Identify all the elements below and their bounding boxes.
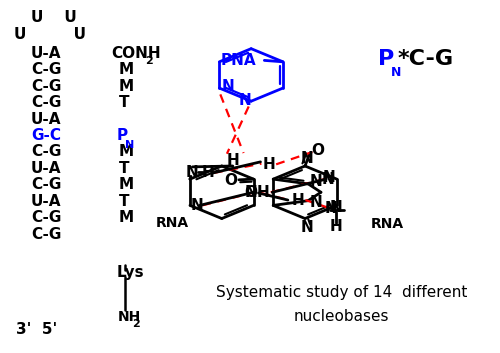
Text: Systematic study of 14  different: Systematic study of 14 different <box>216 285 468 300</box>
Text: CONH: CONH <box>112 46 161 61</box>
Text: T: T <box>119 95 130 110</box>
Text: U-A: U-A <box>31 46 62 61</box>
Text: U-A: U-A <box>31 112 62 127</box>
Text: RNA: RNA <box>156 216 189 230</box>
Text: N: N <box>244 185 258 200</box>
Text: C-G: C-G <box>31 144 61 160</box>
Text: N: N <box>322 170 336 185</box>
Text: U    U: U U <box>31 10 76 25</box>
Text: 3'  5': 3' 5' <box>16 322 58 337</box>
Text: PNA: PNA <box>220 53 256 67</box>
Text: C-G: C-G <box>31 210 61 225</box>
Text: O: O <box>244 185 258 201</box>
Text: O: O <box>224 173 237 189</box>
Text: M: M <box>119 144 134 160</box>
Text: C-G: C-G <box>31 62 61 77</box>
Text: P: P <box>116 128 128 143</box>
Text: M: M <box>119 62 134 77</box>
Text: C-G: C-G <box>31 227 61 242</box>
Text: nucleobases: nucleobases <box>294 309 390 324</box>
Text: N: N <box>330 201 342 215</box>
Text: N: N <box>222 79 234 94</box>
Text: N: N <box>301 151 314 166</box>
Text: T: T <box>119 161 130 176</box>
Text: H: H <box>226 153 239 168</box>
Text: M: M <box>119 210 134 225</box>
Text: C-G: C-G <box>31 79 61 94</box>
Text: M: M <box>119 178 134 192</box>
Text: N: N <box>125 140 134 150</box>
Text: Lys: Lys <box>116 265 144 280</box>
Text: N: N <box>322 172 335 187</box>
Text: M: M <box>119 79 134 94</box>
Text: N: N <box>390 66 401 79</box>
Text: O: O <box>311 143 324 158</box>
Text: N: N <box>190 198 203 213</box>
Text: H: H <box>292 192 304 208</box>
Text: N: N <box>301 220 314 235</box>
Text: U         U: U U <box>14 27 86 42</box>
Text: N: N <box>238 93 251 108</box>
Text: C-G: C-G <box>31 178 61 192</box>
Text: H: H <box>330 219 342 234</box>
Text: G-C: G-C <box>31 128 61 143</box>
Text: *C-G: *C-G <box>398 49 454 69</box>
Text: H: H <box>257 185 270 200</box>
Text: T: T <box>119 194 130 209</box>
Text: N: N <box>324 201 338 216</box>
Text: NH: NH <box>118 310 141 324</box>
Text: N: N <box>186 164 199 180</box>
Text: U-A: U-A <box>31 161 62 176</box>
Text: P: P <box>378 49 394 69</box>
Text: U-A: U-A <box>31 194 62 209</box>
Text: 2: 2 <box>132 319 140 329</box>
Text: H: H <box>202 164 214 180</box>
Text: N: N <box>310 195 323 210</box>
Text: RNA: RNA <box>371 217 404 231</box>
Text: 2: 2 <box>145 56 152 66</box>
Text: H: H <box>262 157 275 172</box>
Text: N: N <box>310 174 323 189</box>
Text: C-G: C-G <box>31 95 61 110</box>
